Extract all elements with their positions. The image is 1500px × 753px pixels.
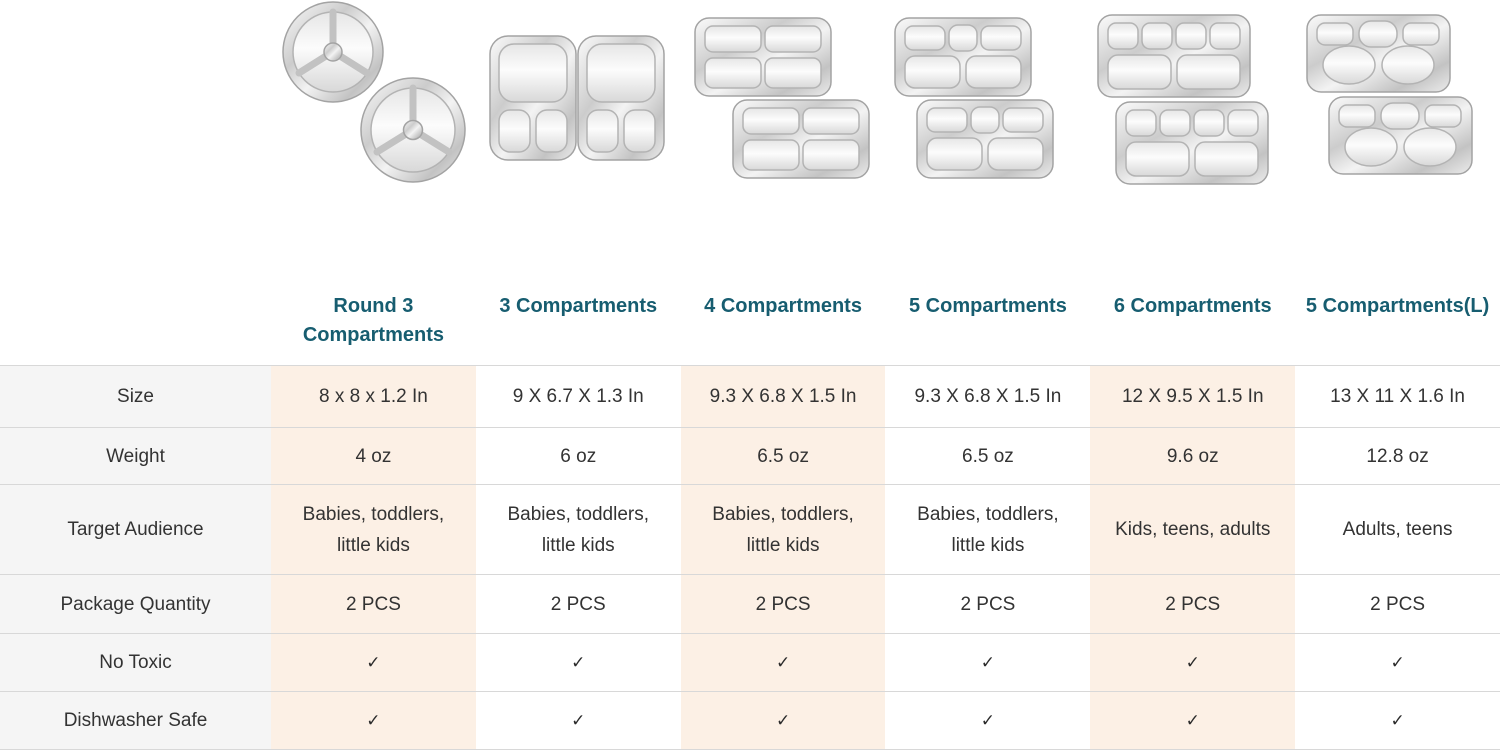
row-label-size: Size	[0, 366, 271, 427]
product-image-4-compartments	[694, 17, 870, 179]
product-image-3-compartments	[489, 35, 665, 161]
table-cell-package-quantity-col4: 2 PCS	[960, 593, 1016, 615]
check-mark: ✓	[680, 634, 886, 691]
column-header-5: 6 Compartments	[1113, 295, 1272, 317]
column-header-3: 4 Compartments	[704, 295, 862, 317]
product-image-round-3-compartments	[282, 1, 466, 183]
check-mark: ✓	[571, 711, 586, 730]
table-cell-size-col2: 9 X 6.7 X 1.3 In	[512, 386, 644, 407]
table-row-size: Size 8 x 8 x 1.2 In 9 X 6.7 X 1.3 In 9.3 X …	[0, 366, 1500, 428]
column-header-4: 5 Compartments	[909, 295, 1067, 317]
row-label-package-quantity: Package Quantity	[0, 575, 271, 633]
table-row-dishwasher-safe: Dishwasher Safe ✓ ✓ ✓ ✓ ✓ ✓	[0, 692, 1500, 750]
comparison-table: Size 8 x 8 x 1.2 In 9 X 6.7 X 1.3 In 9.3 X …	[0, 365, 1500, 750]
product-image-5-compartments	[894, 17, 1054, 179]
product-images-canvas	[282, 1, 1473, 185]
table-row-target-audience: Target Audience Babies, toddlers, little …	[0, 485, 1500, 575]
table-cell-size-col5: 12 X 9.5 X 1.5 In	[1090, 366, 1296, 427]
product-image-6-compartments	[1097, 14, 1269, 185]
table-cell-size-col4: 9.3 X 6.8 X 1.5 In	[914, 386, 1062, 407]
table-row-weight: Weight 4 oz 6 oz 6.5 oz 6.5 oz 9.6 oz 12.8 oz	[0, 428, 1500, 485]
table-cell-target-audience-col1: Babies, toddlers, little kids	[271, 485, 476, 574]
table-cell-size-col6: 13 X 11 X 1.6 In	[1330, 386, 1465, 407]
check-mark: ✓	[1090, 634, 1296, 691]
table-cell-weight-col3: 6.5 oz	[680, 428, 886, 484]
check-mark: ✓	[1390, 711, 1405, 730]
table-cell-package-quantity-col2: 2 PCS	[550, 593, 606, 615]
check-mark: ✓	[1090, 692, 1296, 749]
check-mark: ✓	[571, 653, 586, 672]
comparison-column-headers: Round 3 Compartments 3 Compartments 4 Comp…	[271, 292, 1500, 350]
table-cell-target-audience-col4: Babies, toddlers, little kids	[917, 503, 1059, 556]
row-label-target-audience: Target Audience	[0, 485, 271, 574]
table-cell-package-quantity-col5: 2 PCS	[1090, 575, 1296, 633]
table-cell-target-audience-col3: Babies, toddlers, little kids	[680, 485, 886, 574]
column-header-1: Round 3 Compartments	[302, 295, 444, 346]
check-mark: ✓	[271, 634, 476, 691]
check-mark: ✓	[980, 711, 996, 730]
table-cell-weight-col5: 9.6 oz	[1090, 428, 1296, 484]
table-cell-package-quantity-col3: 2 PCS	[680, 575, 886, 633]
check-mark: ✓	[980, 653, 996, 672]
table-cell-weight-col6: 12.8 oz	[1366, 445, 1429, 467]
row-label-no-toxic: No Toxic	[0, 634, 271, 691]
table-row-no-toxic: No Toxic ✓ ✓ ✓ ✓ ✓ ✓	[0, 634, 1500, 692]
row-label-dishwasher-safe: Dishwasher Safe	[0, 692, 271, 749]
table-cell-package-quantity-col6: 2 PCS	[1370, 593, 1426, 615]
table-cell-weight-col1: 4 oz	[271, 428, 476, 484]
table-row-package-quantity: Package Quantity 2 PCS 2 PCS 2 PCS 2 PCS 2 PC…	[0, 575, 1500, 634]
check-mark: ✓	[271, 692, 476, 749]
product-images-strip	[271, 0, 1500, 200]
table-cell-target-audience-col2: Babies, toddlers, little kids	[507, 503, 649, 556]
table-cell-weight-col2: 6 oz	[560, 445, 597, 467]
table-cell-package-quantity-col1: 2 PCS	[271, 575, 476, 633]
table-cell-size-col3: 9.3 X 6.8 X 1.5 In	[680, 366, 886, 427]
row-label-weight: Weight	[0, 428, 271, 484]
column-header-2: 3 Compartments	[499, 295, 658, 317]
column-header-6: 5 Compartments(L)	[1305, 295, 1490, 317]
check-mark: ✓	[680, 692, 886, 749]
table-cell-target-audience-col6: Adults, teens	[1342, 519, 1453, 540]
table-cell-weight-col4: 6.5 oz	[962, 445, 1014, 467]
table-cell-size-col1: 8 x 8 x 1.2 In	[271, 366, 476, 427]
table-cell-target-audience-col5: Kids, teens, adults	[1090, 485, 1296, 574]
product-image-5-compartments-l	[1306, 14, 1473, 175]
check-mark: ✓	[1390, 653, 1405, 672]
